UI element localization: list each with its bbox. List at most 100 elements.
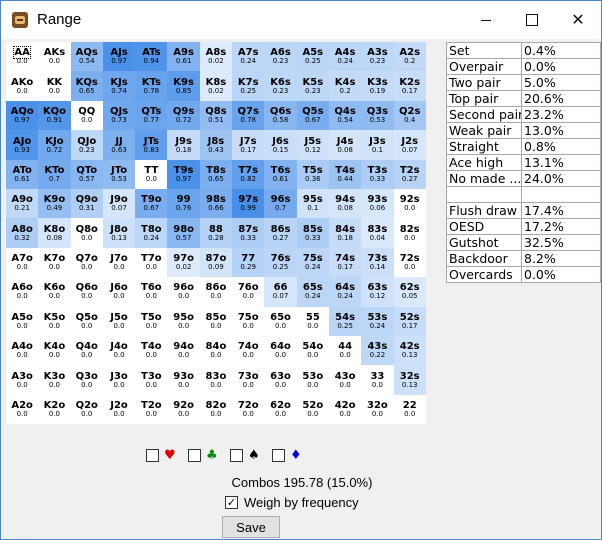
hand-cell[interactable]: AQs 0.54 (70, 42, 103, 72)
hand-cell[interactable]: 76o 0.0 (232, 277, 265, 307)
hand-cell[interactable]: AKo 0.0 (6, 71, 39, 101)
hand-cell[interactable]: Q6s 0.58 (264, 100, 297, 131)
hand-cell[interactable]: T9o 0.67 (135, 188, 168, 219)
hand-cell[interactable]: 96s 0.7 (264, 188, 297, 219)
hand-cell[interactable]: K3o 0.0 (38, 365, 71, 395)
hand-cell[interactable]: K5s 0.23 (296, 71, 329, 101)
hand-cell[interactable]: 87o 0.09 (199, 247, 233, 278)
hand-cell[interactable]: J3s 0.1 (361, 130, 394, 160)
hand-cell[interactable]: 53s 0.24 (361, 306, 394, 336)
hand-cell[interactable]: T3o 0.0 (135, 365, 168, 395)
hand-cell[interactable]: K5o 0.0 (38, 306, 71, 336)
hand-cell[interactable]: 54o 0.0 (296, 335, 329, 366)
hand-cell[interactable]: QJo 0.23 (70, 130, 103, 160)
hand-cell[interactable]: 52s 0.17 (393, 306, 426, 336)
hand-cell[interactable]: 98o 0.57 (167, 218, 200, 248)
hand-cell[interactable]: J4s 0.08 (328, 130, 362, 160)
hand-cell[interactable]: 75o 0.0 (232, 306, 265, 336)
hand-cell[interactable]: A9s 0.61 (167, 42, 200, 72)
hand-cell[interactable]: J5s 0.12 (296, 130, 329, 160)
hand-cell[interactable]: K3s 0.19 (361, 71, 394, 101)
hand-cell[interactable]: Q8s 0.51 (199, 100, 233, 131)
hand-cell[interactable]: J6o 0.0 (102, 277, 136, 307)
hand-cell[interactable]: K8s 0.02 (199, 71, 233, 101)
hand-cell[interactable]: 76s 0.25 (264, 247, 297, 278)
hand-cell[interactable]: Q8o 0.0 (70, 218, 103, 248)
hand-cell[interactable]: 55 0.0 (296, 306, 329, 336)
hand-cell[interactable]: J7s 0.17 (232, 130, 265, 160)
hand-cell[interactable]: Q7s 0.78 (232, 100, 265, 131)
hand-cell[interactable]: 65s 0.24 (296, 277, 329, 307)
hand-cell[interactable]: 87s 0.33 (232, 218, 265, 248)
hand-cell[interactable]: 99 0.76 (167, 188, 200, 219)
hand-cell[interactable]: T7s 0.82 (232, 159, 265, 189)
hand-cell[interactable]: Q3o 0.0 (70, 365, 103, 395)
hand-cell[interactable]: 86s 0.27 (264, 218, 297, 248)
hand-cell[interactable]: 63s 0.12 (361, 277, 394, 307)
hand-cell[interactable]: J4o 0.0 (102, 335, 136, 366)
hand-cell[interactable]: QTo 0.57 (70, 159, 103, 189)
hand-cell[interactable]: Q4o 0.0 (70, 335, 103, 366)
hand-cell[interactable]: 84o 0.0 (199, 335, 233, 366)
hand-cell[interactable]: T3s 0.33 (361, 159, 394, 189)
hand-cell[interactable]: 42s 0.13 (393, 335, 426, 366)
hand-cell[interactable]: 77 0.29 (232, 247, 265, 278)
hand-cell[interactable]: K4s 0.2 (328, 71, 362, 101)
hand-cell[interactable]: T9s 0.97 (167, 159, 200, 189)
hand-cell[interactable]: ATo 0.61 (6, 159, 39, 189)
hand-cell[interactable]: KTo 0.7 (38, 159, 71, 189)
hand-cell[interactable]: Q5s 0.67 (296, 100, 329, 131)
hand-cell[interactable]: 43s 0.22 (361, 335, 394, 366)
hand-cell[interactable]: J8s 0.43 (199, 130, 233, 160)
hand-cell[interactable]: T2o 0.0 (135, 394, 168, 425)
hand-cell[interactable]: Q2o 0.0 (70, 394, 103, 425)
hand-cell[interactable]: Q5o 0.0 (70, 306, 103, 336)
hand-cell[interactable]: A2o 0.0 (6, 394, 39, 425)
hand-cell[interactable]: Q2s 0.4 (393, 100, 426, 131)
hand-cell[interactable]: J5o 0.0 (102, 306, 136, 336)
hand-cell[interactable]: Q6o 0.0 (70, 277, 103, 307)
hand-cell[interactable]: TT 0.0 (135, 159, 168, 189)
hand-cell[interactable]: K9o 0.49 (38, 188, 71, 219)
hand-cell[interactable]: A3o 0.0 (6, 365, 39, 395)
hand-cell[interactable]: 62s 0.05 (393, 277, 426, 307)
hand-cell[interactable]: A3s 0.23 (361, 42, 394, 72)
hand-cell[interactable]: 88 0.28 (199, 218, 233, 248)
hand-cell[interactable]: J3o 0.0 (102, 365, 136, 395)
hand-cell[interactable]: K7o 0.0 (38, 247, 71, 278)
hand-cell[interactable]: 83o 0.0 (199, 365, 233, 395)
hand-cell[interactable]: T5s 0.36 (296, 159, 329, 189)
hand-cell[interactable]: A7o 0.0 (6, 247, 39, 278)
hand-cell[interactable]: J8o 0.13 (102, 218, 136, 248)
hand-cell[interactable]: J2o 0.0 (102, 394, 136, 425)
hand-cell[interactable]: 97s 0.99 (232, 188, 265, 219)
hand-cell[interactable]: JTs 0.83 (135, 130, 168, 160)
diamonds-checkbox[interactable] (272, 449, 285, 462)
hand-cell[interactable]: K6o 0.0 (38, 277, 71, 307)
hand-cell[interactable]: 65o 0.0 (264, 306, 297, 336)
hand-cell[interactable]: AKs 0.0 (38, 42, 71, 72)
hand-cell[interactable]: 85s 0.33 (296, 218, 329, 248)
hand-cell[interactable]: 92s 0.0 (393, 188, 426, 219)
hand-cell[interactable]: A5s 0.25 (296, 42, 329, 72)
hand-cell[interactable]: T2s 0.27 (393, 159, 426, 189)
hand-cell[interactable]: 44 0.0 (328, 335, 362, 366)
hand-cell[interactable]: 53o 0.0 (296, 365, 329, 395)
hand-cell[interactable]: 54s 0.25 (328, 306, 362, 336)
hand-cell[interactable]: T8s 0.65 (199, 159, 233, 189)
save-button[interactable]: Save (222, 516, 280, 538)
hand-cell[interactable]: A2s 0.2 (393, 42, 426, 72)
hand-cell[interactable]: T6s 0.61 (264, 159, 297, 189)
hand-cell[interactable]: 94s 0.08 (328, 188, 362, 219)
hand-cell[interactable]: 96o 0.0 (167, 277, 200, 307)
hand-cell[interactable]: T5o 0.0 (135, 306, 168, 336)
hand-cell[interactable]: 66 0.07 (264, 277, 297, 307)
hand-cell[interactable]: 86o 0.0 (199, 277, 233, 307)
hand-cell[interactable]: 62o 0.0 (264, 394, 297, 425)
hand-cell[interactable]: KQo 0.91 (38, 100, 71, 131)
hand-cell[interactable]: K2o 0.0 (38, 394, 71, 425)
hand-cell[interactable]: 94o 0.0 (167, 335, 200, 366)
hand-cell[interactable]: J9s 0.18 (167, 130, 200, 160)
hand-cell[interactable]: 82o 0.0 (199, 394, 233, 425)
hand-cell[interactable]: 72s 0.0 (393, 247, 426, 278)
